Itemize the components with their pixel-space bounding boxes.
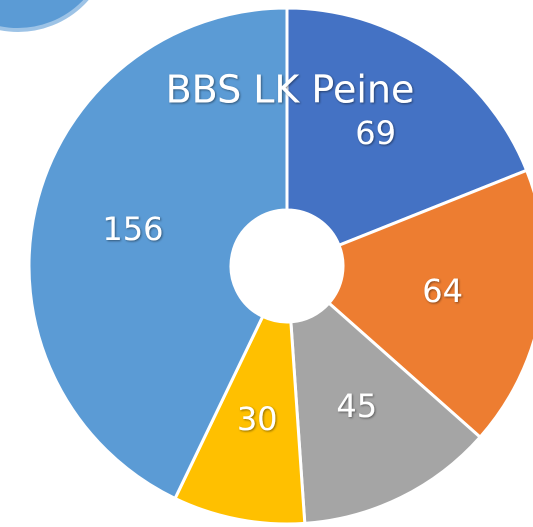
value-label: 69 [355,114,396,152]
value-label: 156 [102,210,163,248]
value-label: 45 [336,387,377,425]
value-label: 30 [237,400,278,438]
labels: 69 64 45 30 156 [102,114,463,438]
decor-circle [0,0,89,32]
slices [27,6,533,526]
slice [27,6,289,501]
slice [173,314,307,526]
slice [326,168,533,440]
value-label: 64 [422,272,463,310]
chart-title: BBS LK Peine [166,68,415,112]
slice [285,6,529,248]
slice [289,301,483,525]
